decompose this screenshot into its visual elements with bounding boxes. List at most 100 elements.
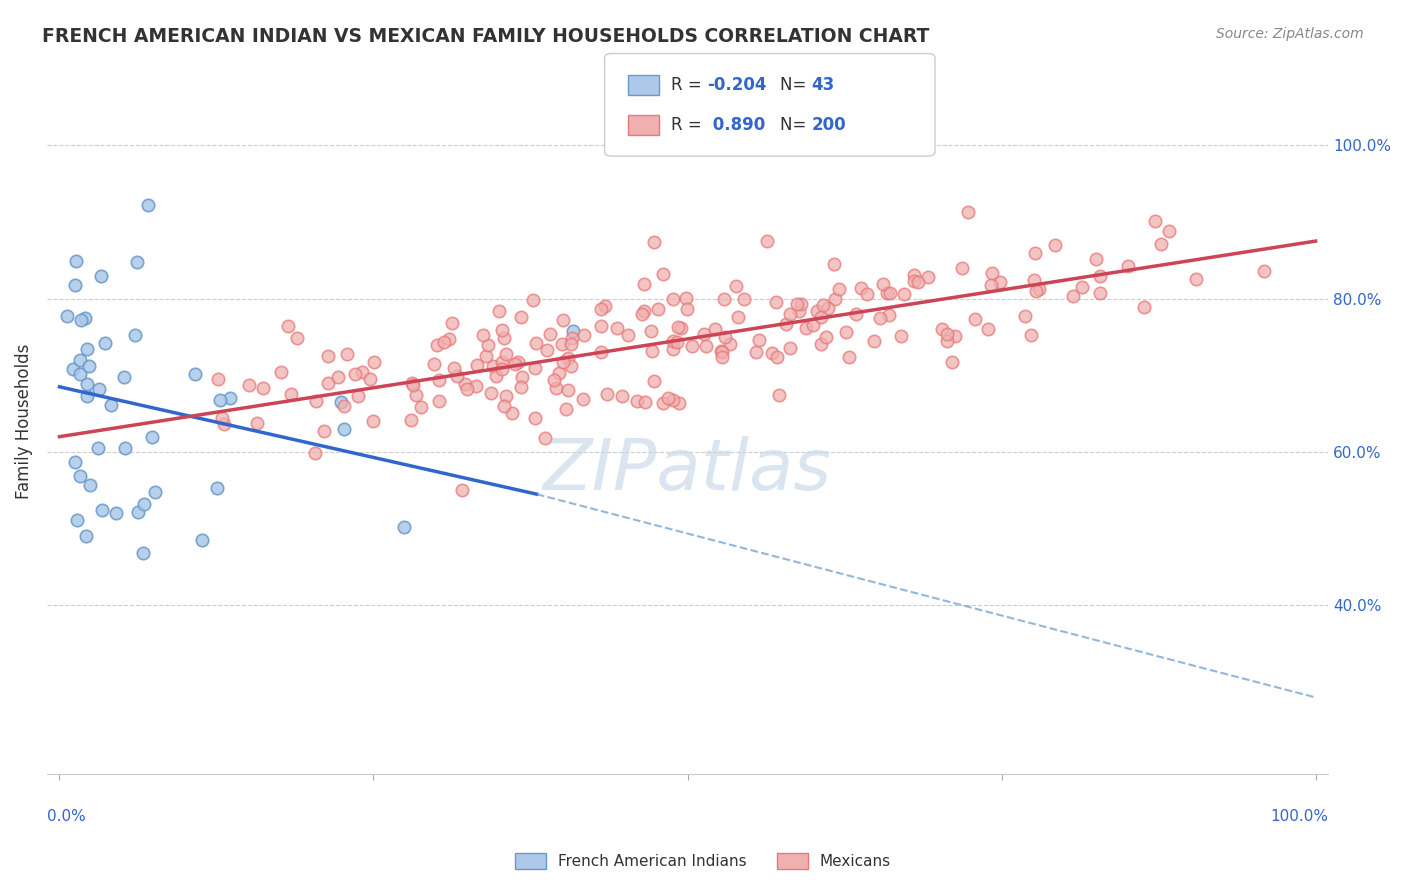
Point <box>1062 289 1084 303</box>
Point <box>66 513 89 527</box>
Point <box>75 528 97 542</box>
Point <box>277 318 299 333</box>
Point <box>77 359 100 374</box>
Point <box>205 481 228 495</box>
Point <box>935 334 957 348</box>
Point <box>810 336 832 351</box>
Point <box>336 347 359 361</box>
Point <box>93 335 115 350</box>
Text: 0.0%: 0.0% <box>46 809 86 824</box>
Point <box>786 297 808 311</box>
Text: R =: R = <box>671 116 707 134</box>
Point <box>69 368 91 382</box>
Point <box>314 424 336 438</box>
Point <box>508 354 530 368</box>
Point <box>491 323 513 337</box>
Point <box>665 335 688 350</box>
Point <box>1025 285 1047 299</box>
Point <box>779 307 801 321</box>
Point <box>903 274 925 288</box>
Point <box>943 329 966 343</box>
Point <box>633 277 655 292</box>
Point <box>100 398 122 412</box>
Point <box>1070 280 1092 294</box>
Point <box>1118 260 1140 274</box>
Text: R =: R = <box>671 76 707 94</box>
Point <box>427 394 450 409</box>
Point <box>90 268 112 283</box>
Point <box>893 287 915 301</box>
Point <box>238 378 260 392</box>
Point <box>748 334 770 348</box>
Point <box>332 422 354 436</box>
Text: 200: 200 <box>811 116 846 134</box>
Point <box>657 392 679 406</box>
Legend: French American Indians, Mexicans: French American Indians, Mexicans <box>509 847 897 875</box>
Point <box>510 370 533 384</box>
Point <box>495 347 517 361</box>
Point <box>76 376 98 391</box>
Point <box>433 335 456 350</box>
Point <box>491 361 513 376</box>
Point <box>472 328 495 343</box>
Point <box>643 235 665 249</box>
Point <box>524 361 547 376</box>
Point <box>141 430 163 444</box>
Point <box>695 339 717 353</box>
Text: -0.204: -0.204 <box>707 76 766 94</box>
Text: N=: N= <box>780 76 811 94</box>
Point <box>988 275 1011 289</box>
Point <box>766 350 789 364</box>
Point <box>557 383 579 397</box>
Point <box>69 469 91 483</box>
Point <box>131 546 153 560</box>
Point <box>1043 238 1066 252</box>
Point <box>862 334 884 348</box>
Point <box>76 343 98 357</box>
Point <box>191 533 214 548</box>
Point <box>837 350 859 364</box>
Point <box>811 298 834 312</box>
Point <box>560 337 582 351</box>
Point <box>711 350 734 364</box>
Point <box>1014 309 1036 323</box>
Point <box>651 267 673 281</box>
Point <box>218 391 240 405</box>
Point <box>869 311 891 326</box>
Point <box>69 352 91 367</box>
Point <box>1185 272 1208 286</box>
Point <box>125 254 148 268</box>
Point <box>474 349 496 363</box>
Point <box>138 198 160 212</box>
Point <box>401 376 423 390</box>
Point <box>1253 264 1275 278</box>
Point <box>977 322 1000 336</box>
Point <box>907 275 929 289</box>
Point <box>849 281 872 295</box>
Point <box>439 332 461 346</box>
Point <box>456 382 478 396</box>
Point <box>1144 214 1167 228</box>
Point <box>350 366 373 380</box>
Point <box>641 343 664 358</box>
Point <box>710 343 733 358</box>
Point <box>503 357 526 371</box>
Point <box>801 318 824 333</box>
Point <box>1024 245 1046 260</box>
Point <box>917 269 939 284</box>
Point <box>790 297 813 311</box>
Point <box>817 301 839 315</box>
Point <box>481 359 503 373</box>
Point <box>124 327 146 342</box>
Point <box>494 400 516 414</box>
Point <box>662 334 685 348</box>
Point <box>454 377 477 392</box>
Point <box>304 446 326 460</box>
Point <box>409 400 432 414</box>
Point <box>733 292 755 306</box>
Point <box>589 344 612 359</box>
Point <box>543 373 565 387</box>
Point <box>402 378 425 392</box>
Point <box>787 304 810 318</box>
Point <box>1132 301 1154 315</box>
